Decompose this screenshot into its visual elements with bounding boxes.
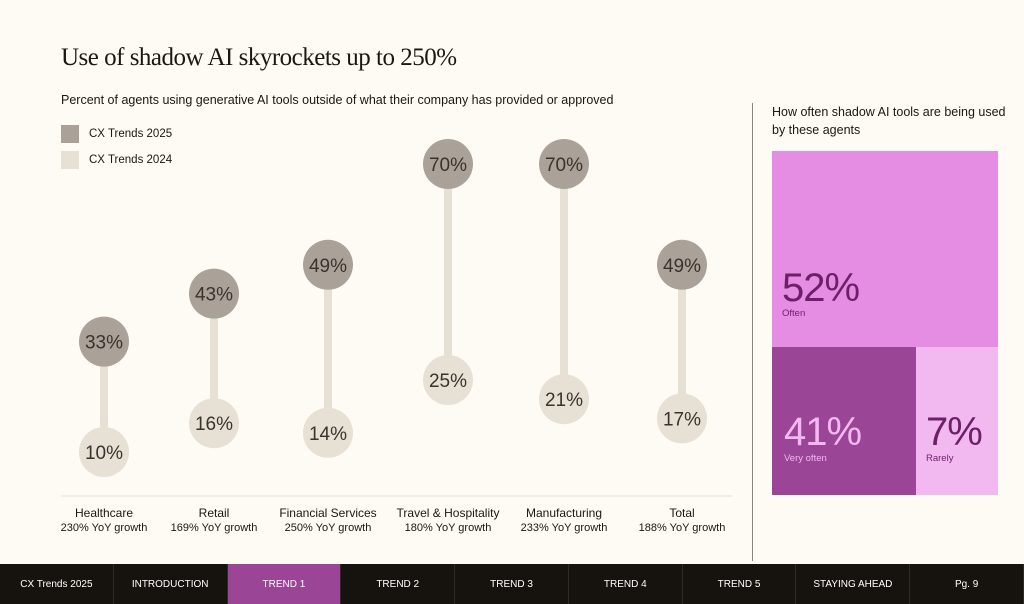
point-2024 [539,374,589,425]
tile-value: 7% [926,410,983,454]
growth-label: 188% YoY growth [638,522,726,534]
data-label: 33% [85,333,123,354]
data-label: 49% [663,256,701,277]
legend-label: CX Trends 2024 [89,154,173,166]
point-2025 [189,268,239,319]
point-2024 [303,407,353,458]
page-title: Use of shadow AI skyrockets up to 250% [61,44,457,71]
point-2025 [79,316,129,367]
legend-label: CX Trends 2025 [89,128,173,140]
growth-label: 180% YoY growth [404,522,492,534]
category-label: Travel & Hospitality 180% YoY growth [383,506,513,536]
bottom-nav: CX Trends 2025 INTRODUCTION TREND 1 TREND 2… [0,564,1024,604]
tile-often: 52% Often [772,151,998,347]
category-name: Total [669,506,695,520]
data-label: 43% [195,285,233,306]
data-label: 49% [309,256,347,277]
tile-value: 52% [782,266,860,310]
category-name: Retail [198,506,230,520]
data-label: 17% [663,409,701,430]
dumbbell-chart: 10% 33% 16% 43% 14% 49% 25% 70% 21% 70% 17% 49% [61,139,732,497]
data-label: 16% [195,414,233,435]
data-label: 70% [545,155,583,176]
nav-item-trend-1[interactable]: TREND 1 [227,564,342,604]
nav-item-cx-trends-2025[interactable]: CX Trends 2025 [0,564,114,604]
divider [752,103,753,561]
category-label: Manufacturing 233% YoY growth [499,506,629,536]
nav-item-trend-2[interactable]: TREND 2 [341,564,456,604]
data-label: 70% [429,155,467,176]
point-2024 [657,393,707,444]
category-name: Manufacturing [525,506,603,520]
nav-item-staying-ahead[interactable]: STAYING AHEAD [796,564,911,604]
data-label: 21% [545,390,583,411]
legend-2025: CX Trends 2025 [61,125,172,143]
point-2025 [303,239,353,290]
nav-item-trend-3[interactable]: TREND 3 [455,564,569,604]
point-2025 [657,239,707,290]
tile-value: 41% [784,410,862,454]
growth-label: 233% YoY growth [520,522,608,534]
growth-label: 230% YoY growth [60,522,148,534]
category-label: Retail 169% YoY growth [149,506,279,536]
tile-label: Rarely [926,453,954,464]
nav-item-trend-5[interactable]: TREND 5 [683,564,797,604]
side-title: How often shadow AI tools are being used… [772,105,1006,137]
nav-item-pg-9[interactable]: Pg. 9 [910,564,1024,604]
category-label: Financial Services 250% YoY growth [263,506,393,536]
point-2024 [423,355,473,405]
legend-2024: CX Trends 2024 [61,151,172,169]
tile-label: Often [782,308,806,319]
nav-item-introduction[interactable]: INTRODUCTION [114,564,228,604]
category-label: Healthcare 230% YoY growth [39,506,169,536]
tile-rarely: 7% Rarely [916,347,998,495]
point-2024 [189,398,239,449]
tile-very-often: 41% Very often [772,347,916,495]
point-2025 [539,139,589,189]
point-2025 [423,139,473,189]
data-label: 10% [85,443,123,464]
legend-swatch-2024 [61,151,79,169]
tile-label: Very often [784,453,827,464]
growth-label: 250% YoY growth [284,522,372,534]
growth-label: 169% YoY growth [170,522,258,534]
category-name: Travel & Hospitality [396,506,500,520]
point-2024 [79,427,129,477]
nav-item-trend-4[interactable]: TREND 4 [569,564,683,604]
data-label: 25% [429,371,467,392]
legend-swatch-2025 [61,125,79,143]
category-label: Total 188% YoY growth [617,506,747,536]
data-label: 14% [309,424,347,445]
category-name: Healthcare [74,506,134,520]
chart-subtitle: Percent of agents using generative AI to… [61,93,614,107]
category-name: Financial Services [279,506,377,520]
